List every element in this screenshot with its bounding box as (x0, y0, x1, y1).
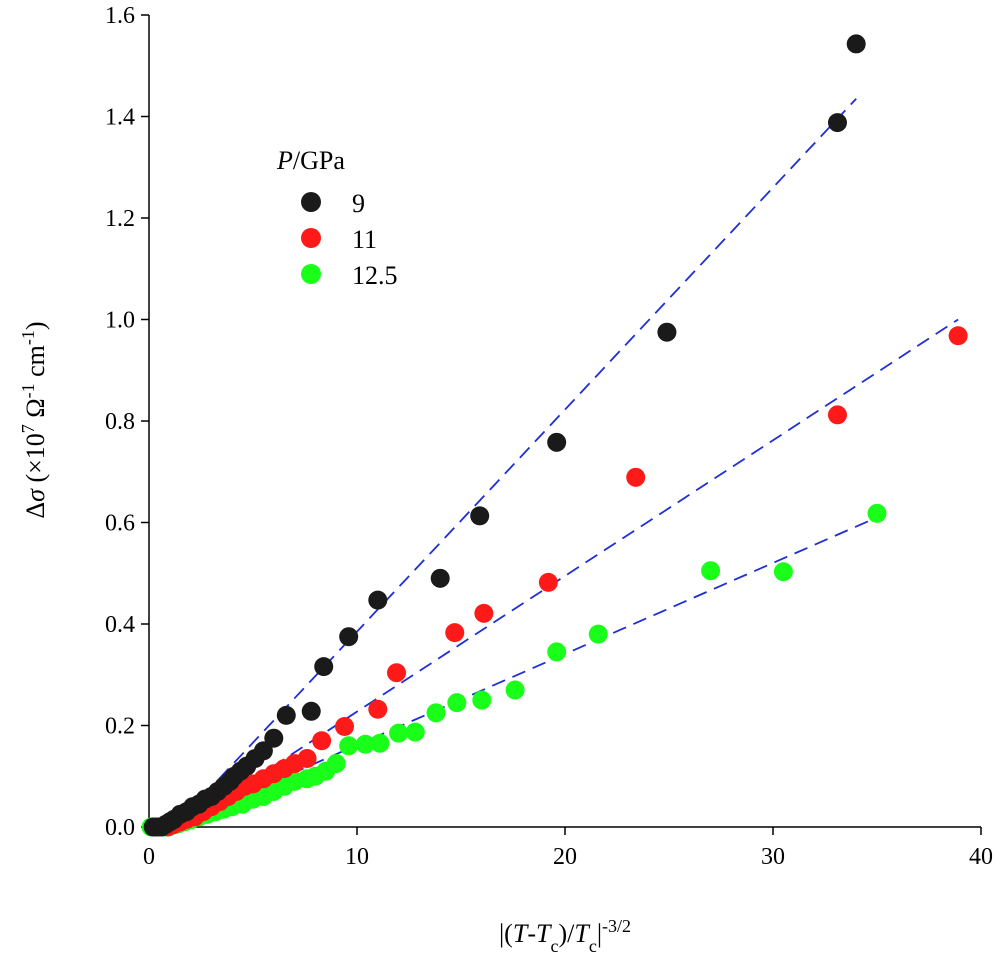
fit-line-9 (173, 98, 857, 828)
legend-marker (301, 264, 321, 284)
data-point-12-5 (588, 624, 608, 644)
y-axis-title: Δσ (×107 Ω-1 cm-1) (18, 321, 50, 518)
data-point-9 (470, 506, 490, 526)
data-point-11 (312, 731, 332, 751)
legend-label: 9 (352, 189, 365, 218)
data-point-12-5 (505, 680, 525, 700)
y-tick-label: 1.6 (105, 3, 135, 29)
data-point-9 (430, 568, 450, 588)
y-tick-label: 0.0 (105, 815, 135, 841)
y-tick-label: 0.8 (105, 409, 135, 435)
data-point-12-5 (867, 503, 887, 523)
legend-marker (301, 228, 321, 248)
y-axis-ticks: 0.0 0.2 0.4 0.6 0.8 1.0 1.2 1.4 1.6 (105, 3, 149, 841)
fit-line-11 (179, 318, 959, 828)
data-point-12-5 (326, 754, 346, 774)
data-point-11 (387, 663, 407, 683)
data-point-12-5 (426, 703, 446, 723)
x-tick-label: 0 (143, 844, 155, 870)
legend-items: 9 11 12.5 (301, 189, 398, 290)
data-point-11 (827, 405, 847, 425)
data-point-9 (368, 590, 388, 610)
data-point-11 (335, 717, 355, 737)
y-tick-label: 1.4 (105, 105, 135, 131)
data-point-12-5 (773, 562, 793, 582)
data-point-12-5 (355, 734, 375, 754)
data-point-9 (827, 113, 847, 133)
data-point-11 (538, 572, 558, 592)
y-tick-label: 0.6 (105, 511, 135, 537)
data-point-12-5 (447, 693, 467, 713)
data-point-11 (445, 623, 465, 643)
data-point-12-5 (339, 736, 359, 756)
data-point-11 (297, 748, 317, 768)
data-point-9 (547, 432, 567, 452)
y-tick-label: 1.2 (105, 206, 135, 232)
data-point-9 (301, 701, 321, 721)
data-point-12-5 (547, 642, 567, 662)
data-point-12-5 (472, 690, 492, 710)
y-tick-label: 1.0 (105, 308, 135, 334)
x-tick-label: 30 (761, 844, 785, 870)
fit-lines (169, 98, 959, 828)
legend-marker (301, 192, 321, 212)
data-point-9 (314, 657, 334, 677)
data-point-9 (264, 728, 284, 748)
legend-title: P/GPa (276, 146, 345, 175)
legend: P/GPa 9 11 12.5 (276, 146, 398, 290)
data-point-9 (253, 741, 273, 761)
x-tick-label: 10 (345, 844, 369, 870)
legend-label: 11 (352, 225, 377, 254)
data-point-12-5 (370, 733, 390, 753)
y-tick-label: 0.2 (105, 714, 135, 740)
fit-line-12-5 (169, 516, 878, 828)
data-points (141, 34, 968, 837)
x-axis-ticks: 0 10 20 30 40 (143, 827, 993, 870)
data-point-11 (474, 603, 494, 623)
y-tick-label: 0.4 (105, 612, 135, 638)
data-point-9 (846, 34, 866, 54)
x-tick-label: 40 (969, 844, 993, 870)
data-point-12-5 (389, 723, 409, 743)
data-point-11 (368, 699, 388, 719)
x-axis-title: |(T-Tc)/Tc|-3/2 (499, 916, 631, 956)
data-point-12-5 (405, 722, 425, 742)
plot-frame (148, 15, 981, 828)
data-point-9 (339, 627, 359, 647)
data-point-11 (626, 467, 646, 487)
x-tick-label: 20 (553, 844, 577, 870)
data-point-12-5 (701, 561, 721, 581)
data-point-9 (276, 705, 296, 725)
data-point-9 (657, 322, 677, 342)
legend-label: 12.5 (352, 261, 398, 290)
data-point-11 (948, 326, 968, 346)
